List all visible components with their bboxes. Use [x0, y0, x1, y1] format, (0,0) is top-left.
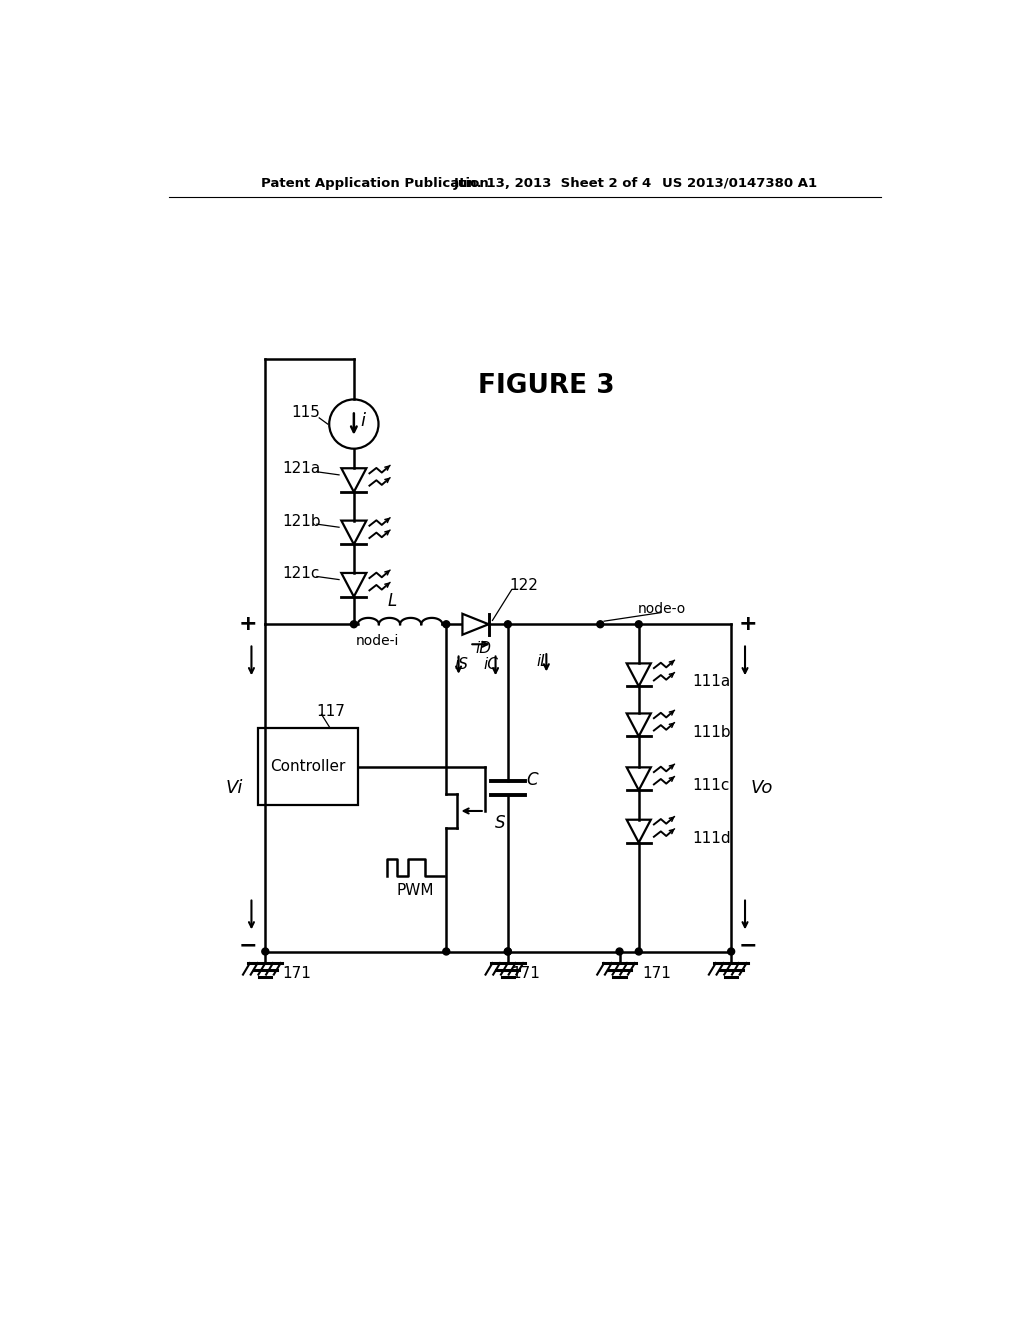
Text: FIGURE 3: FIGURE 3	[478, 372, 614, 399]
Circle shape	[597, 620, 604, 628]
Text: L: L	[388, 593, 397, 610]
Text: i: i	[360, 412, 366, 430]
Circle shape	[262, 948, 268, 954]
Text: −: −	[239, 936, 258, 956]
Text: +: +	[239, 614, 258, 634]
Text: 121c: 121c	[283, 566, 321, 581]
Text: 171: 171	[283, 965, 311, 981]
Text: −: −	[738, 936, 758, 956]
Circle shape	[505, 620, 511, 628]
Text: Jun. 13, 2013  Sheet 2 of 4: Jun. 13, 2013 Sheet 2 of 4	[454, 177, 652, 190]
Text: Patent Application Publication: Patent Application Publication	[261, 177, 489, 190]
Circle shape	[505, 948, 511, 954]
Text: 122: 122	[509, 578, 538, 593]
Text: +: +	[738, 614, 758, 634]
Text: iD: iD	[475, 642, 492, 656]
Text: PWM: PWM	[396, 883, 434, 898]
Text: 115: 115	[292, 405, 321, 420]
Text: Controller: Controller	[270, 759, 345, 775]
Text: C: C	[526, 771, 539, 789]
Text: Vo: Vo	[751, 779, 773, 797]
Circle shape	[350, 620, 357, 628]
Text: 117: 117	[316, 704, 345, 719]
Text: 121a: 121a	[283, 461, 321, 477]
Text: node-i: node-i	[355, 634, 398, 648]
Text: 171: 171	[643, 965, 672, 981]
FancyBboxPatch shape	[258, 729, 357, 805]
Text: S: S	[495, 813, 506, 832]
Text: node-o: node-o	[638, 602, 686, 616]
Circle shape	[728, 948, 734, 954]
Text: 171: 171	[512, 965, 541, 981]
Text: 111a: 111a	[692, 675, 731, 689]
Circle shape	[442, 620, 450, 628]
Text: iL: iL	[537, 653, 549, 669]
Text: 111d: 111d	[692, 830, 731, 846]
Circle shape	[635, 620, 642, 628]
Text: iC: iC	[483, 657, 499, 672]
Circle shape	[442, 948, 450, 954]
Text: 111c: 111c	[692, 779, 730, 793]
Text: 121b: 121b	[283, 513, 321, 528]
Circle shape	[505, 948, 511, 954]
Text: US 2013/0147380 A1: US 2013/0147380 A1	[662, 177, 817, 190]
Text: iS: iS	[455, 657, 469, 672]
Circle shape	[616, 948, 623, 954]
Text: 111b: 111b	[692, 725, 731, 739]
Circle shape	[635, 948, 642, 954]
Text: Vi: Vi	[226, 779, 243, 797]
